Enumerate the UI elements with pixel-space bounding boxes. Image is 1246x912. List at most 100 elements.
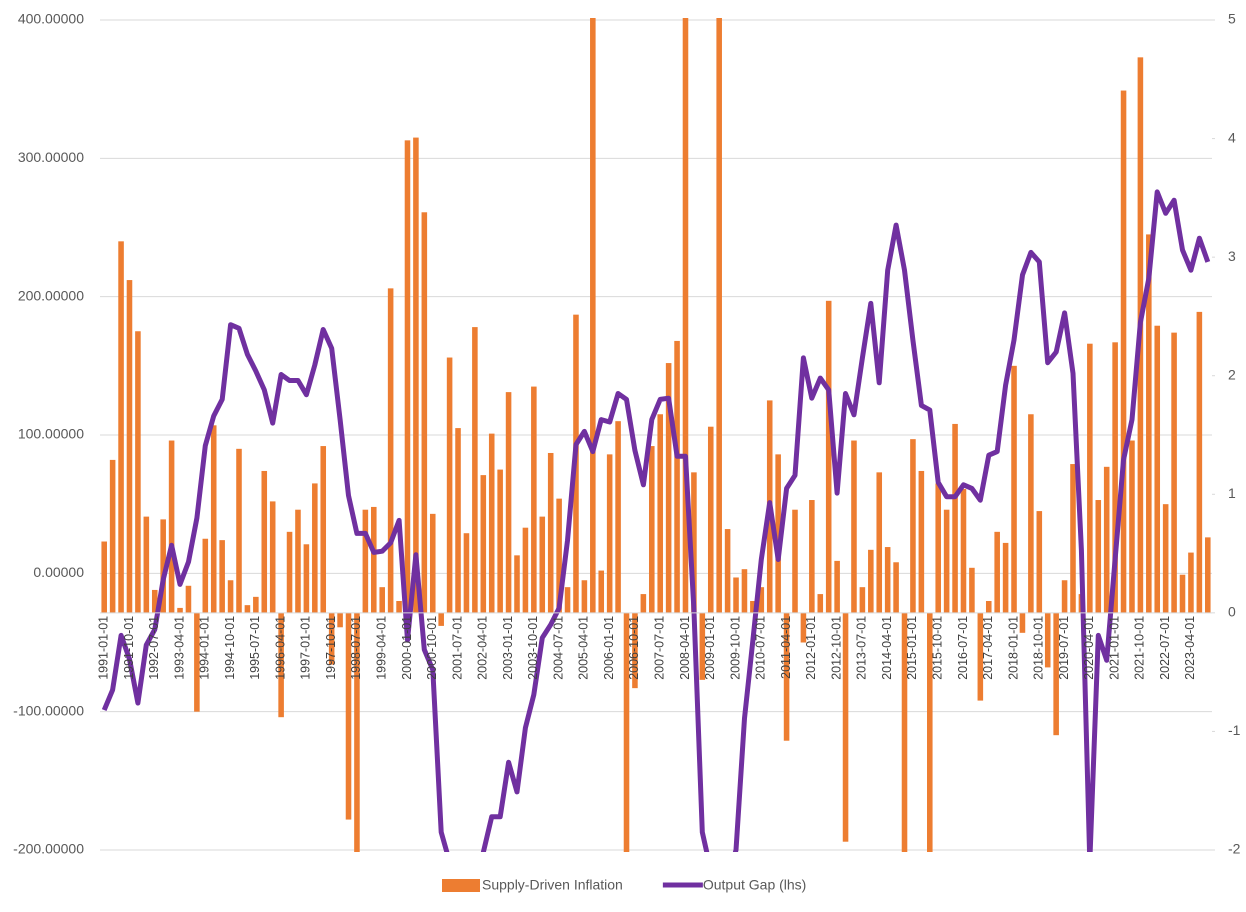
x-tick-label: 2012-01-01 (804, 616, 818, 680)
x-tick-label: 1994-01-01 (198, 616, 212, 680)
bar (640, 594, 647, 613)
x-tick-label: 2004-07-01 (551, 616, 565, 680)
bar (750, 601, 756, 613)
bar (699, 612, 706, 680)
bar (733, 577, 739, 613)
x-tick-label: 2022-07-01 (1158, 616, 1172, 680)
bar (1205, 537, 1211, 613)
bar (354, 612, 360, 852)
x-tick-label: 2003-10-01 (526, 616, 540, 680)
x-tick-label: 2005-04-01 (577, 616, 591, 680)
x-tick-label: 2012-10-01 (829, 616, 843, 680)
bar (168, 440, 175, 613)
bar (303, 544, 310, 613)
y2-tick-label: 1 (1228, 485, 1236, 501)
bar (531, 386, 537, 613)
bar (404, 140, 411, 613)
bar (539, 516, 546, 613)
bar (876, 472, 883, 613)
bar (1103, 466, 1110, 613)
x-tick-label: 1999-04-01 (374, 616, 388, 680)
y2-tick-label: -2 (1228, 841, 1241, 857)
x-tick-label: 2006-10-01 (627, 616, 641, 680)
bar (1146, 234, 1152, 613)
bar (337, 612, 343, 628)
x-tick-label: 2006-01-01 (602, 616, 616, 680)
bar (716, 18, 722, 613)
x-tick-label: 1992-07-01 (147, 616, 161, 680)
x-tick-label: 1998-07-01 (349, 616, 363, 680)
bar (741, 569, 748, 613)
y2-tick-label: -1 (1228, 722, 1241, 738)
bar (1061, 580, 1068, 613)
bar (556, 498, 562, 613)
bar (505, 392, 512, 613)
bar (1002, 542, 1009, 613)
bar (219, 540, 225, 613)
bar (590, 18, 596, 613)
bar (901, 612, 908, 852)
bar (480, 475, 487, 613)
x-tick-label: 1991-01-01 (96, 616, 110, 680)
bar (985, 601, 992, 613)
bar (371, 506, 377, 613)
bar (1036, 511, 1043, 613)
bar (1162, 504, 1169, 613)
bar (977, 612, 984, 701)
bar (910, 439, 916, 613)
bar (859, 587, 866, 613)
bar (101, 541, 107, 613)
y-tick-label: -200.00000 (13, 841, 84, 857)
x-tick-label: 2009-01-01 (703, 616, 717, 680)
bar (927, 612, 933, 852)
y2-tick-label: 5 (1228, 11, 1236, 27)
bar (286, 531, 293, 613)
bar (429, 513, 436, 613)
bar (952, 423, 958, 613)
bar (261, 470, 268, 613)
bar (724, 529, 731, 613)
bar (312, 483, 318, 613)
bar (851, 440, 857, 613)
bar (269, 501, 276, 613)
legend-swatch (442, 879, 480, 892)
bar (615, 421, 621, 613)
bar (177, 607, 183, 613)
bar (960, 488, 967, 613)
y-tick-label: 0.00000 (33, 564, 84, 580)
bar (834, 560, 840, 613)
x-tick-label: 2023-04-01 (1183, 616, 1197, 680)
bar (1053, 612, 1059, 736)
bar (943, 509, 950, 613)
bar (1171, 332, 1177, 613)
bar (202, 538, 209, 613)
x-tick-label: 2017-04-01 (981, 616, 995, 680)
x-tick-label: 2016-07-01 (956, 616, 970, 680)
y-tick-label: -100.00000 (13, 702, 84, 718)
bar (547, 452, 554, 613)
bar (236, 448, 242, 613)
bar (817, 594, 824, 613)
x-tick-label: 2021-01-01 (1107, 616, 1121, 680)
x-tick-label: 1993-04-01 (172, 616, 186, 680)
bar (665, 363, 672, 613)
bar (598, 570, 605, 613)
bar (514, 555, 520, 613)
bar (682, 18, 689, 613)
y2-tick-label: 3 (1228, 248, 1236, 264)
x-tick-label: 2015-10-01 (930, 616, 944, 680)
bar (1154, 325, 1161, 613)
bar (1179, 574, 1186, 613)
bar (497, 469, 503, 613)
bar (657, 414, 663, 613)
bar (623, 612, 630, 852)
line (101, 189, 1211, 852)
bar (884, 547, 891, 613)
bar (109, 459, 116, 613)
bar (126, 280, 133, 613)
bar (649, 446, 655, 613)
x-tick-label: 2001-07-01 (450, 616, 464, 680)
bar (438, 612, 444, 626)
x-tick-label: 2008-04-01 (678, 616, 692, 680)
bar (421, 212, 428, 613)
